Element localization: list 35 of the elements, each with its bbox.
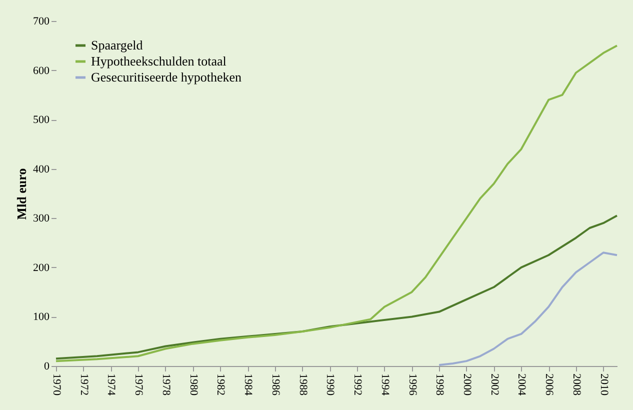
x-tick-label: 1980 [187, 374, 200, 396]
x-tick-label: 1996 [406, 374, 418, 396]
x-tick-label: 1982 [214, 374, 227, 396]
y-tick-label: 200 [33, 262, 50, 274]
x-tick-label: 1998 [434, 374, 446, 396]
x-tick-label: 2004 [516, 374, 528, 396]
x-tick-label: 1994 [378, 374, 391, 396]
x-tick-label: 2000 [460, 374, 473, 396]
legend-label: Hypotheekschulden totaal [91, 54, 227, 68]
x-tick-label: 1976 [132, 374, 145, 396]
y-axis-title: Mld euro [14, 168, 29, 220]
x-tick-label: 2010 [598, 374, 610, 396]
x-tick-label: 2002 [488, 374, 500, 396]
y-tick-label: 300 [33, 212, 50, 225]
x-tick-label: 1992 [352, 374, 364, 396]
y-tick-label: 400 [33, 163, 50, 176]
y-tick-label: 600 [33, 64, 50, 77]
x-tick-label: 1984 [242, 374, 254, 396]
y-tick-label: 100 [33, 311, 50, 324]
legend-label: Spaargeld [91, 38, 144, 52]
x-tick-label: 1970 [50, 374, 62, 396]
x-tick-label: 2008 [570, 374, 582, 396]
x-tick-label: 1978 [160, 374, 172, 396]
legend-label: Gesecuritiseerde hypotheken [91, 70, 242, 84]
y-tick-label: 500 [33, 114, 50, 126]
line-series [438, 252, 618, 366]
x-tick-label: 2006 [543, 374, 556, 396]
x-tick-label: 1986 [269, 374, 282, 396]
x-tick-label: 1972 [78, 374, 90, 396]
x-tick-label: 1990 [324, 374, 336, 396]
line-series [55, 214, 618, 360]
x-tick-label: 1988 [296, 374, 309, 396]
y-tick-label: 0 [44, 360, 50, 372]
y-tick-label: 700 [33, 16, 50, 28]
x-tick-label: 1974 [105, 374, 118, 396]
